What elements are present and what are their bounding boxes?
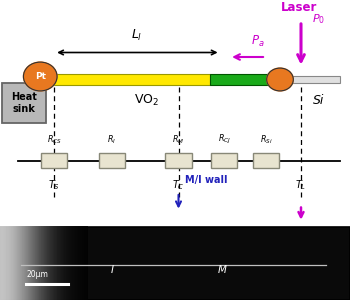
Bar: [211, 153, 237, 168]
Text: $L_l$: $L_l$: [131, 28, 142, 44]
Bar: [253, 153, 279, 168]
Text: $P_0$: $P_0$: [312, 12, 325, 26]
Text: $R_I$: $R_I$: [107, 133, 117, 146]
Bar: [54, 74, 210, 85]
Text: Pt: Pt: [35, 72, 46, 81]
Text: VO$_2$: VO$_2$: [134, 93, 160, 108]
Text: Laser: Laser: [281, 1, 317, 14]
FancyBboxPatch shape: [2, 82, 46, 123]
Text: $T_C$: $T_C$: [172, 178, 185, 192]
Text: $T_S$: $T_S$: [48, 178, 60, 192]
Bar: [210, 74, 275, 85]
Text: I: I: [111, 265, 113, 275]
Bar: [165, 153, 192, 168]
Circle shape: [23, 62, 57, 91]
Text: $T_L$: $T_L$: [295, 178, 307, 192]
Text: Si: Si: [313, 94, 325, 107]
Circle shape: [267, 68, 293, 91]
Text: M/I wall: M/I wall: [185, 176, 227, 185]
Bar: [0, 226, 350, 300]
Text: $R_M$: $R_M$: [172, 133, 185, 146]
Bar: [41, 153, 67, 168]
Text: Heat
sink: Heat sink: [11, 92, 36, 113]
Text: $P_a$: $P_a$: [251, 34, 264, 49]
Text: 20μm: 20μm: [26, 270, 48, 279]
Text: $R_{Si}$: $R_{Si}$: [260, 133, 272, 146]
Text: $R_{CJ}$: $R_{CJ}$: [217, 132, 231, 146]
Bar: [282, 76, 340, 82]
Bar: [99, 153, 125, 168]
Text: M: M: [218, 265, 227, 275]
Text: $R_{CS}$: $R_{CS}$: [47, 133, 62, 146]
